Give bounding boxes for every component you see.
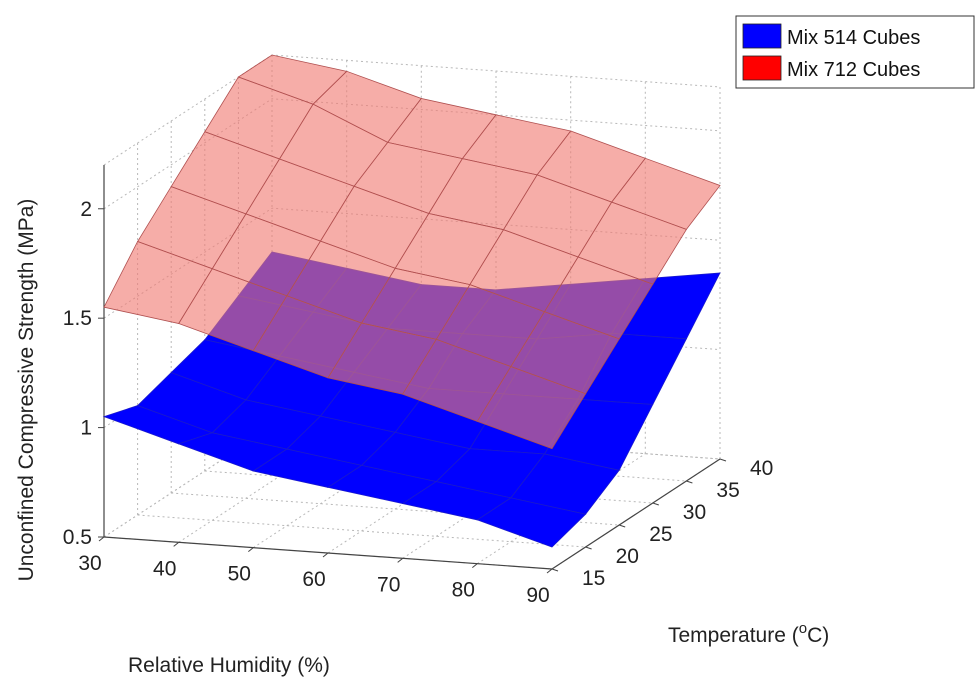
x-tick-mark: [472, 563, 478, 569]
x-tick-label: 30: [78, 552, 101, 575]
z-tick-label: 2: [80, 198, 92, 221]
y-tick-label: 40: [750, 457, 773, 480]
y-axis-line: [551, 458, 721, 570]
x-tick-label: 40: [153, 557, 176, 580]
z-axis-label: Unconfined Compressive Strength (MPa): [15, 199, 38, 582]
x-tick-mark: [173, 541, 179, 547]
tick-layer: 30 40 50 60 70 80 90 15 20 25 30 35 40 0.5 1 1.5 2: [63, 198, 774, 607]
x-tick-label: 50: [228, 563, 251, 586]
z-tick-label: 1: [80, 417, 92, 440]
z-tick-label: 0.5: [63, 526, 92, 549]
x-tick-mark: [98, 536, 105, 542]
y-tick-mark: [719, 458, 727, 462]
y-tick-mark: [585, 546, 592, 550]
grid-line: [178, 431, 347, 543]
x-tick-label: 90: [526, 584, 549, 607]
surface-patch-mix-712: [476, 366, 587, 450]
y-axis-label-suffix: C): [807, 624, 829, 647]
z-tick-label: 1.5: [63, 307, 92, 330]
x-tick-mark: [546, 568, 553, 574]
x-tick-mark: [322, 552, 329, 558]
y-tick-mark: [619, 524, 626, 528]
x-tick-label: 80: [452, 579, 475, 602]
y-tick-label: 35: [716, 479, 739, 502]
legend-swatch-mix-712: [742, 55, 782, 81]
y-tick-mark: [652, 502, 659, 506]
y-tick-label: 15: [582, 567, 605, 590]
y-axis-label: Temperature (oC): [668, 620, 829, 647]
y-tick-mark: [686, 480, 693, 484]
y-axis-label-main: Temperature (: [668, 624, 799, 647]
legend: Mix 514 Cubes Mix 712 Cubes: [735, 15, 975, 89]
x-tick-label: 70: [377, 573, 400, 596]
x-axis-label: Relative Humidity (%): [128, 654, 330, 677]
surface-mix-712: [103, 54, 721, 450]
y-axis-label-unit: o: [799, 620, 807, 637]
legend-swatch-mix-514: [742, 23, 782, 49]
x-tick-mark: [397, 557, 403, 563]
surface-patch-mix-514: [476, 497, 587, 548]
x-tick-label: 60: [302, 568, 325, 591]
legend-label-mix-712: Mix 712 Cubes: [787, 59, 920, 81]
legend-label-mix-514: Mix 514 Cubes: [787, 27, 920, 49]
x-tick-mark: [248, 547, 254, 553]
grid-line: [253, 437, 422, 549]
y-tick-mark: [551, 568, 559, 572]
y-tick-label: 25: [649, 523, 672, 546]
y-tick-label: 30: [683, 501, 706, 524]
y-tick-label: 20: [616, 545, 639, 568]
